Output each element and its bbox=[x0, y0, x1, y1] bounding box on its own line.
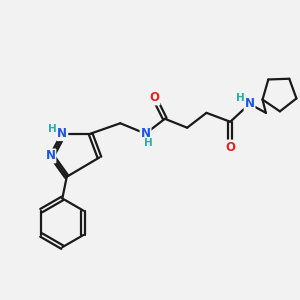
Text: H: H bbox=[48, 124, 57, 134]
Text: N: N bbox=[45, 149, 56, 162]
Text: N: N bbox=[57, 127, 67, 140]
Text: O: O bbox=[225, 140, 235, 154]
Text: H: H bbox=[236, 93, 244, 103]
Text: N: N bbox=[244, 98, 255, 110]
Text: O: O bbox=[149, 92, 160, 104]
Text: H: H bbox=[143, 138, 152, 148]
Text: N: N bbox=[140, 127, 151, 140]
